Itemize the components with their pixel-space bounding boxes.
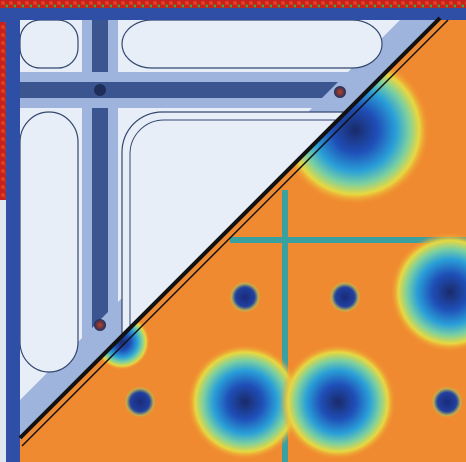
node bbox=[334, 86, 346, 98]
left-texture bbox=[0, 0, 8, 200]
teal-line bbox=[230, 237, 466, 243]
spot-large bbox=[390, 232, 466, 352]
contour-cell bbox=[121, 20, 383, 69]
teal-line bbox=[282, 190, 288, 462]
node bbox=[94, 84, 106, 96]
frame-top bbox=[0, 8, 466, 22]
spot-large bbox=[187, 344, 303, 460]
frame-left bbox=[6, 8, 20, 462]
diagonal-divider-thin bbox=[21, 19, 449, 447]
node bbox=[94, 319, 106, 331]
spot-large bbox=[280, 344, 396, 460]
spot-small bbox=[329, 281, 361, 313]
spot-small bbox=[124, 386, 156, 418]
top-texture bbox=[0, 0, 466, 10]
spot-small bbox=[229, 281, 261, 313]
contour-cell bbox=[20, 111, 79, 373]
contour-cell bbox=[20, 20, 79, 69]
spot-small bbox=[431, 386, 463, 418]
diagonal-divider bbox=[18, 16, 442, 440]
